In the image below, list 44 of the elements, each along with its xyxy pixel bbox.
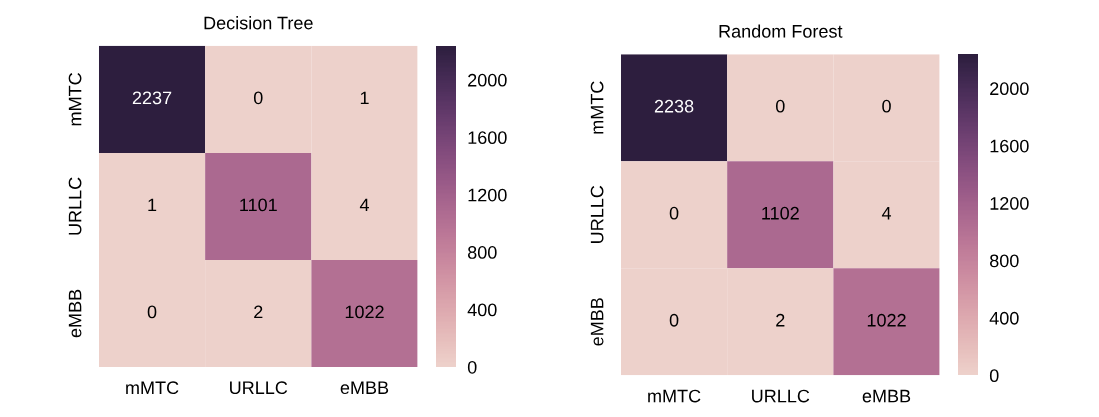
x-tick-label: eMBB <box>862 389 911 403</box>
x-tick-label: eMBB <box>340 381 389 395</box>
color-bar-label: 2000 <box>468 73 507 87</box>
data-label: 1102 <box>762 206 799 220</box>
color-bar-label: 400 <box>989 311 1019 325</box>
color-bar-label: 400 <box>467 303 497 317</box>
data-label: 0 <box>147 305 157 319</box>
chart-title: Random Forest <box>719 24 843 38</box>
y-tick-label: URLLC <box>590 185 604 243</box>
y-tick-label: URLLC <box>68 177 82 235</box>
data-label: 0 <box>669 313 679 327</box>
y-tick-label: eMBB <box>590 298 604 346</box>
color-bar-label: 0 <box>467 360 477 374</box>
color-bar-label: 1600 <box>990 139 1029 153</box>
color-bar-label: 800 <box>990 254 1019 268</box>
color-bar-label: 0 <box>989 369 999 383</box>
data-label: 0 <box>253 91 263 105</box>
y-tick-label: mMTC <box>68 73 82 126</box>
data-label: 1101 <box>240 198 277 212</box>
color-bar-label: 800 <box>467 246 497 259</box>
y-tick-label: eMBB <box>68 289 82 338</box>
data-label: 2 <box>254 305 263 319</box>
data-label: 1 <box>360 91 369 105</box>
x-tick-label: mMTC <box>126 381 179 395</box>
data-label: 4 <box>359 198 369 212</box>
x-tick-label: URLLC <box>230 381 288 395</box>
data-label: 2 <box>776 313 785 327</box>
data-label: 2238 <box>654 99 694 113</box>
data-label: 0 <box>882 99 891 113</box>
data-label: 2237 <box>132 91 172 105</box>
x-tick-label: URLLC <box>752 389 810 403</box>
data-label: 0 <box>669 206 679 220</box>
color-bar-label: 1200 <box>990 197 1029 210</box>
data-label: 1022 <box>345 305 384 319</box>
data-label: 1 <box>148 198 157 212</box>
y-tick-label: mMTC <box>590 81 604 134</box>
chart-title: Decision Tree <box>204 16 313 30</box>
data-label: 0 <box>775 99 785 113</box>
data-label: 4 <box>881 207 892 220</box>
data-label: 1022 <box>867 313 906 327</box>
color-bar-label: 1200 <box>468 188 507 202</box>
color-bar-label: 1600 <box>468 131 507 145</box>
color-bar-label: 2000 <box>990 82 1029 96</box>
x-tick-label: mMTC <box>648 389 701 403</box>
